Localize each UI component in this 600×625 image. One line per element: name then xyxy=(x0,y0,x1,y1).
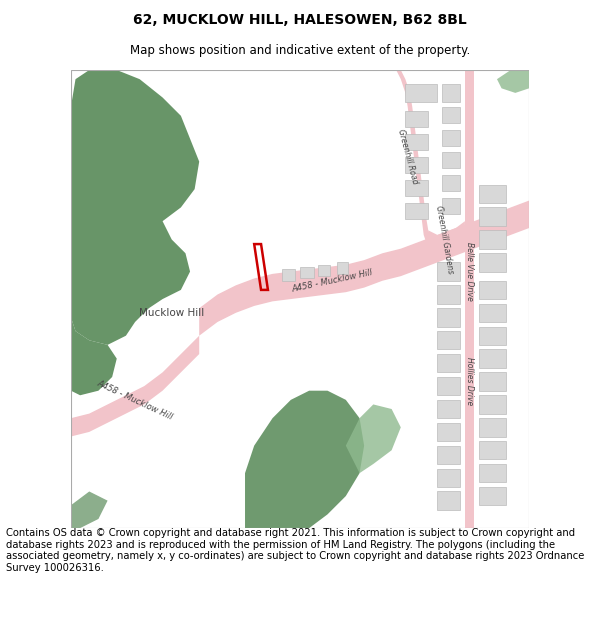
Polygon shape xyxy=(479,441,506,459)
Polygon shape xyxy=(437,377,460,395)
Polygon shape xyxy=(392,70,437,256)
Polygon shape xyxy=(437,491,460,510)
Polygon shape xyxy=(437,286,460,304)
Polygon shape xyxy=(442,198,460,214)
Polygon shape xyxy=(479,395,506,414)
Text: Belle Vue Drive: Belle Vue Drive xyxy=(465,242,474,301)
Polygon shape xyxy=(479,326,506,345)
Polygon shape xyxy=(442,152,460,169)
Polygon shape xyxy=(437,308,460,326)
Text: A458 - Mucklow Hill: A458 - Mucklow Hill xyxy=(96,378,175,421)
Polygon shape xyxy=(406,180,428,196)
Polygon shape xyxy=(245,391,364,528)
Polygon shape xyxy=(479,349,506,368)
Polygon shape xyxy=(437,354,460,372)
Polygon shape xyxy=(479,208,506,226)
Polygon shape xyxy=(479,304,506,322)
Polygon shape xyxy=(479,464,506,482)
Polygon shape xyxy=(437,469,460,487)
Text: Greenhill Gardens: Greenhill Gardens xyxy=(434,204,455,274)
Text: Hollies Drive: Hollies Drive xyxy=(465,357,474,406)
Polygon shape xyxy=(300,267,314,279)
Polygon shape xyxy=(442,176,460,191)
Polygon shape xyxy=(71,70,199,345)
Polygon shape xyxy=(406,134,428,150)
Polygon shape xyxy=(437,422,460,441)
Text: Contains OS data © Crown copyright and database right 2021. This information is : Contains OS data © Crown copyright and d… xyxy=(6,528,584,573)
Polygon shape xyxy=(406,157,428,173)
Polygon shape xyxy=(479,418,506,436)
Polygon shape xyxy=(71,336,199,436)
Text: Map shows position and indicative extent of the property.: Map shows position and indicative extent… xyxy=(130,44,470,57)
Polygon shape xyxy=(465,70,474,528)
Polygon shape xyxy=(442,129,460,146)
Polygon shape xyxy=(406,203,428,219)
Polygon shape xyxy=(406,111,428,128)
Polygon shape xyxy=(479,487,506,505)
Polygon shape xyxy=(479,184,506,203)
Polygon shape xyxy=(281,269,295,281)
Polygon shape xyxy=(437,262,460,281)
Polygon shape xyxy=(479,281,506,299)
Polygon shape xyxy=(319,265,330,276)
Polygon shape xyxy=(337,262,348,274)
Polygon shape xyxy=(479,372,506,391)
Text: Mucklow Hill: Mucklow Hill xyxy=(139,308,205,318)
Polygon shape xyxy=(437,446,460,464)
Polygon shape xyxy=(437,400,460,418)
Polygon shape xyxy=(437,331,460,349)
Polygon shape xyxy=(479,253,506,272)
Polygon shape xyxy=(442,84,460,102)
Text: Greenhill Road: Greenhill Road xyxy=(396,129,419,186)
Text: A458 - Mucklow Hill: A458 - Mucklow Hill xyxy=(291,268,373,294)
Polygon shape xyxy=(346,404,401,473)
Polygon shape xyxy=(199,201,529,336)
Text: 62, MUCKLOW HILL, HALESOWEN, B62 8BL: 62, MUCKLOW HILL, HALESOWEN, B62 8BL xyxy=(133,12,467,27)
Polygon shape xyxy=(442,107,460,123)
Polygon shape xyxy=(497,70,529,93)
Polygon shape xyxy=(479,231,506,249)
Polygon shape xyxy=(71,491,107,528)
Polygon shape xyxy=(71,318,117,395)
Polygon shape xyxy=(406,84,437,102)
Polygon shape xyxy=(428,221,465,256)
